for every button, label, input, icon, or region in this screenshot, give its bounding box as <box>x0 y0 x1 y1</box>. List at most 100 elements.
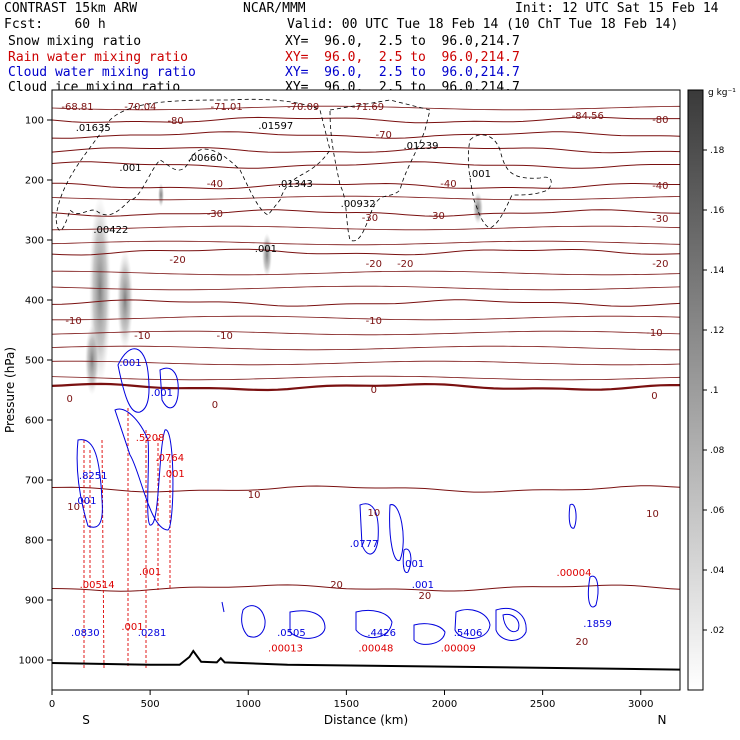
rain-max-label: .001 <box>121 622 143 633</box>
x-tick-label: 1000 <box>236 699 261 710</box>
min-temperature-label: -70.09 <box>287 102 319 113</box>
y-axis-title: Pressure (hPa) <box>3 347 17 433</box>
y-tick-label: 100 <box>25 116 44 127</box>
isotherm--20 <box>52 248 680 256</box>
isotherm-minor <box>52 270 680 276</box>
x-end-label-north: N <box>658 713 667 727</box>
cloud-contour-16 <box>502 613 520 633</box>
y-tick-label: 600 <box>25 416 44 427</box>
header-init: Init: 12 UTC Sat 15 Feb 14 <box>515 1 719 16</box>
cloud-max-label: .5406 <box>454 628 483 639</box>
field-xy-cloud-water: XY= 96.0, 2.5 to 96.0,214.7 <box>285 65 520 80</box>
isotherm-label: 20 <box>576 637 589 648</box>
header-model: CONTRAST 15km ARW <box>4 1 138 16</box>
colorbar: g kg⁻¹ .02 .04 .06 .08 .1 .12 .14 .16 .18 <box>687 88 736 691</box>
field-label-rain: Rain water mixing ratio <box>8 50 189 65</box>
plot-frame <box>51 89 681 691</box>
isotherm--10 <box>52 299 680 307</box>
min-temperature-label: -71.69 <box>352 102 384 113</box>
contour-labels: -80 -80 -70 -40 -40 -40 -30 -30 -30 -30 -20 -20 -20 -… <box>61 102 668 655</box>
ice-contour-mid <box>329 99 431 242</box>
cloud-max-label: .001 <box>74 496 96 507</box>
isotherm-label: -30 <box>652 214 668 225</box>
isotherm-label: -10 <box>217 331 233 342</box>
isotherm-label: -20 <box>366 259 382 270</box>
cloud-max-label: .001 <box>119 358 141 369</box>
min-temperature-label: -70.04 <box>124 102 156 113</box>
x-end-label-south: S <box>82 713 90 727</box>
cloud-max-label: .0830 <box>71 628 100 639</box>
isotherm-label: 10 <box>646 509 659 520</box>
header-fcst: Fcst: 60 h <box>4 17 106 32</box>
isotherm-label: -40 <box>440 179 456 190</box>
rain-max-label: .5208 <box>136 433 165 444</box>
x-tick-label: 1500 <box>334 699 359 710</box>
isotherm-label: -20 <box>169 255 185 266</box>
rain-max-label: .00048 <box>358 644 393 655</box>
colorbar-tick-label: .16 <box>710 206 725 216</box>
isotherm-label: 20 <box>419 591 432 602</box>
cloud-contour-14 <box>454 609 491 639</box>
cloud-contour-9 <box>587 575 599 608</box>
isotherm-label: -30 <box>362 213 378 224</box>
isotherm-label: -30 <box>428 211 444 222</box>
y-tick-label: 800 <box>25 536 44 547</box>
isotherm-minor <box>52 240 680 246</box>
colorbar-tick-label: .1 <box>710 386 719 396</box>
temperature-contours <box>52 105 680 592</box>
header-valid: Valid: 00 UTC Tue 18 Feb 14 (10 ChT Tue … <box>287 17 679 32</box>
isotherm-minor <box>52 345 680 351</box>
isotherm--30 <box>52 209 680 217</box>
cloud-contour-11 <box>289 610 326 639</box>
isotherm-label: 0 <box>371 385 377 396</box>
rain-line-2 <box>101 439 105 669</box>
isotherm-minor <box>52 195 680 201</box>
isotherm-minor <box>52 105 680 111</box>
cloud-contour-3 <box>114 408 174 531</box>
cloud-contour-17 <box>221 601 225 613</box>
cloud-contour-12 <box>355 609 393 638</box>
x-tick-label: 500 <box>141 699 160 710</box>
y-tick-label: 1000 <box>19 656 44 667</box>
isotherm-label: -80 <box>167 116 183 127</box>
terrain-surface <box>52 649 680 671</box>
min-temperature-label: -84.56 <box>572 111 604 122</box>
cloud-max-label: .0777 <box>350 539 379 550</box>
cloud-contour-1 <box>117 348 150 413</box>
isotherm-label: -40 <box>652 181 668 192</box>
snow-max-label: .00660 <box>188 153 223 164</box>
snow-max-label: .01597 <box>258 121 293 132</box>
isotherm--70 <box>52 131 680 139</box>
min-temperature-label: -71.01 <box>211 102 243 113</box>
snow-max-label: .001 <box>469 169 491 180</box>
isotherm-label: -10 <box>65 316 81 327</box>
cloud-ice-contours <box>55 98 552 242</box>
snow-max-label: .01343 <box>278 179 313 190</box>
header-org: NCAR/MMM <box>243 1 306 16</box>
field-label-snow: Snow mixing ratio <box>8 34 142 49</box>
rain-max-label: .00013 <box>268 644 303 655</box>
ice-contour-south <box>55 98 331 231</box>
cloud-max-label: .0281 <box>138 628 167 639</box>
rain-max-label: .00514 <box>80 580 115 591</box>
isotherm-label: 20 <box>330 580 343 591</box>
isotherm-label: 10 <box>67 502 80 513</box>
snow-core-mid <box>262 233 272 277</box>
colorbar-tick-label: .18 <box>710 146 725 156</box>
isotherm-label: -10 <box>646 328 662 339</box>
colorbar-tick-label: .12 <box>710 326 724 336</box>
cloud-contour-15 <box>495 608 527 641</box>
y-tick-label: 400 <box>25 296 44 307</box>
colorbar-tick-label: .02 <box>710 626 724 636</box>
isotherm-label: -20 <box>397 259 413 270</box>
isotherm-label: 10 <box>248 490 261 501</box>
isotherm-20 <box>52 584 680 592</box>
x-tick-label: 2500 <box>530 699 555 710</box>
isotherm-label: 0 <box>651 391 657 402</box>
x-tick-label: 0 <box>49 699 55 710</box>
cloud-contour-2 <box>159 367 179 409</box>
rain-max-label: .00009 <box>441 644 476 655</box>
cloud-contour-13 <box>413 623 446 645</box>
x-tick-label: 2000 <box>432 699 457 710</box>
